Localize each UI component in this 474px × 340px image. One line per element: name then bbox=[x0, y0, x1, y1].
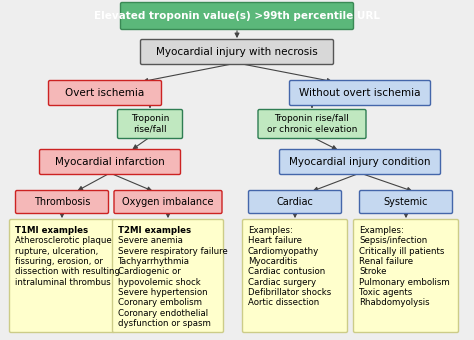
FancyBboxPatch shape bbox=[9, 220, 115, 333]
Text: Severe anemia: Severe anemia bbox=[118, 236, 183, 245]
FancyBboxPatch shape bbox=[280, 150, 440, 174]
Text: Elevated troponin value(s) >99th percentile URL: Elevated troponin value(s) >99th percent… bbox=[94, 11, 380, 21]
Text: Sepsis/infection: Sepsis/infection bbox=[359, 236, 427, 245]
Text: Cardiac surgery: Cardiac surgery bbox=[248, 278, 316, 287]
Text: Troponin
rise/fall: Troponin rise/fall bbox=[131, 114, 169, 134]
Text: Examples:: Examples: bbox=[248, 226, 293, 235]
Text: Oxygen imbalance: Oxygen imbalance bbox=[122, 197, 214, 207]
FancyBboxPatch shape bbox=[140, 39, 334, 65]
FancyBboxPatch shape bbox=[243, 220, 347, 333]
Text: Severe respiratory failure: Severe respiratory failure bbox=[118, 246, 228, 256]
FancyBboxPatch shape bbox=[248, 190, 341, 214]
FancyBboxPatch shape bbox=[290, 81, 430, 105]
Text: Cardiomyopathy: Cardiomyopathy bbox=[248, 246, 319, 256]
Text: Stroke: Stroke bbox=[359, 267, 386, 276]
Text: Myocardial injury condition: Myocardial injury condition bbox=[289, 157, 431, 167]
Text: Defibrillator shocks: Defibrillator shocks bbox=[248, 288, 331, 297]
Text: T1MI examples: T1MI examples bbox=[15, 226, 88, 235]
Text: Cardiac: Cardiac bbox=[276, 197, 313, 207]
FancyBboxPatch shape bbox=[354, 220, 458, 333]
Text: Atherosclerotic plaque: Atherosclerotic plaque bbox=[15, 236, 112, 245]
Text: Troponin rise/fall
or chronic elevation: Troponin rise/fall or chronic elevation bbox=[267, 114, 357, 134]
Text: Systemic: Systemic bbox=[384, 197, 428, 207]
Text: dysfunction or spasm: dysfunction or spasm bbox=[118, 319, 211, 328]
FancyBboxPatch shape bbox=[118, 109, 182, 138]
FancyBboxPatch shape bbox=[120, 2, 354, 30]
Text: Renal failure: Renal failure bbox=[359, 257, 413, 266]
Text: dissection with resulting: dissection with resulting bbox=[15, 267, 120, 276]
FancyBboxPatch shape bbox=[39, 150, 181, 174]
Text: Thrombosis: Thrombosis bbox=[34, 197, 90, 207]
Text: Rhabdomyolysis: Rhabdomyolysis bbox=[359, 298, 429, 307]
Text: Myocardial injury with necrosis: Myocardial injury with necrosis bbox=[156, 47, 318, 57]
Text: Cardiac contusion: Cardiac contusion bbox=[248, 267, 325, 276]
FancyBboxPatch shape bbox=[112, 220, 224, 333]
FancyBboxPatch shape bbox=[359, 190, 453, 214]
FancyBboxPatch shape bbox=[16, 190, 109, 214]
FancyBboxPatch shape bbox=[48, 81, 162, 105]
Text: Coronary endothelial: Coronary endothelial bbox=[118, 309, 208, 318]
Text: hypovolemic shock: hypovolemic shock bbox=[118, 278, 201, 287]
Text: T2MI examples: T2MI examples bbox=[118, 226, 191, 235]
Text: Aortic dissection: Aortic dissection bbox=[248, 298, 319, 307]
Text: fissuring, erosion, or: fissuring, erosion, or bbox=[15, 257, 103, 266]
Text: Without overt ischemia: Without overt ischemia bbox=[299, 88, 421, 98]
Text: Tachyarrhythmia: Tachyarrhythmia bbox=[118, 257, 190, 266]
Text: intraluminal thrombus: intraluminal thrombus bbox=[15, 278, 111, 287]
Text: Severe hypertension: Severe hypertension bbox=[118, 288, 208, 297]
Text: Examples:: Examples: bbox=[359, 226, 404, 235]
Text: rupture, ulceration,: rupture, ulceration, bbox=[15, 246, 98, 256]
Text: Cardiogenic or: Cardiogenic or bbox=[118, 267, 181, 276]
FancyBboxPatch shape bbox=[258, 109, 366, 138]
Text: Myocarditis: Myocarditis bbox=[248, 257, 297, 266]
Text: Overt ischemia: Overt ischemia bbox=[65, 88, 145, 98]
Text: Heart failure: Heart failure bbox=[248, 236, 302, 245]
Text: Myocardial infarction: Myocardial infarction bbox=[55, 157, 165, 167]
Text: Coronary embolism: Coronary embolism bbox=[118, 298, 202, 307]
Text: Critically ill patients: Critically ill patients bbox=[359, 246, 444, 256]
FancyBboxPatch shape bbox=[114, 190, 222, 214]
Text: Pulmonary embolism: Pulmonary embolism bbox=[359, 278, 450, 287]
Text: Toxic agents: Toxic agents bbox=[359, 288, 412, 297]
